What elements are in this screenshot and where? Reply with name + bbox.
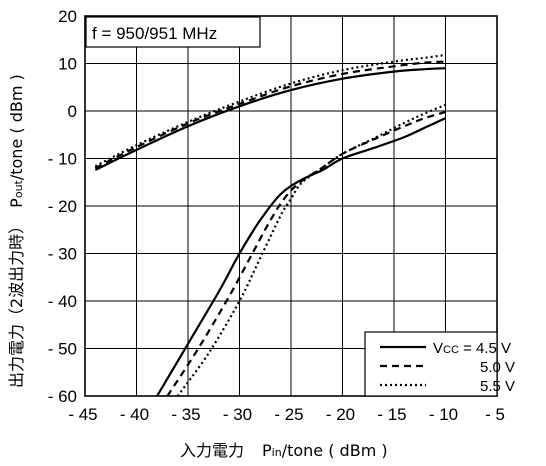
series-intermod-dotted — [176, 103, 446, 397]
x-tick-label: - 35 — [171, 405, 200, 424]
series-intermod-solid — [156, 117, 446, 397]
series-fundamental-dashed — [94, 60, 446, 169]
series-group — [94, 53, 446, 397]
legend-label-1: VCC = 4.5 V — [433, 340, 511, 357]
series-fundamental-dotted — [94, 53, 446, 168]
legend-label-2: 5.0 V — [480, 359, 515, 376]
y-tick-label: 20 — [58, 7, 77, 26]
annotation-text: f = 950/951 MHz — [92, 24, 217, 43]
series-fundamental-solid — [94, 67, 446, 171]
x-tick-label: - 40 — [120, 405, 149, 424]
plot-frame — [84, 15, 498, 397]
x-tick-label: - 10 — [429, 405, 458, 424]
x-tick-label: - 5 — [485, 405, 505, 424]
x-tick-label: - 30 — [223, 405, 252, 424]
x-tick-label: - 15 — [377, 405, 406, 424]
y-tick-label: - 20 — [48, 197, 77, 216]
x-axis-label: 入力電力 Pin/tone ( dBm ) — [180, 441, 388, 460]
annotation-box: f = 950/951 MHz — [85, 16, 261, 48]
y-tick-label: - 40 — [48, 292, 77, 311]
y-tick-label: - 30 — [48, 245, 77, 264]
tick-labels: - 45 - 40 - 35 - 30 - 25 - 20 - 15 - 10 - 5 20 10 0… — [48, 7, 505, 424]
annotation-frame — [85, 16, 261, 48]
legend: VCC = 4.5 V 5.0 V 5.5 V — [364, 331, 515, 397]
y-tick-label: - 10 — [48, 150, 77, 169]
x-tick-label: - 25 — [274, 405, 303, 424]
y-tick-label: - 50 — [48, 340, 77, 359]
x-tick-label: - 20 — [326, 405, 355, 424]
x-tick-label: - 45 — [68, 405, 97, 424]
legend-label-3: 5.5 V — [480, 378, 515, 395]
series-intermod-dashed — [166, 110, 446, 397]
y-tick-label: 10 — [58, 55, 77, 74]
y-tick-label: - 60 — [48, 387, 77, 406]
y-tick-label: 0 — [68, 102, 77, 121]
y-axis-label: 出力電力（2波出力時）Pout/tone ( dBm ) — [7, 74, 26, 388]
